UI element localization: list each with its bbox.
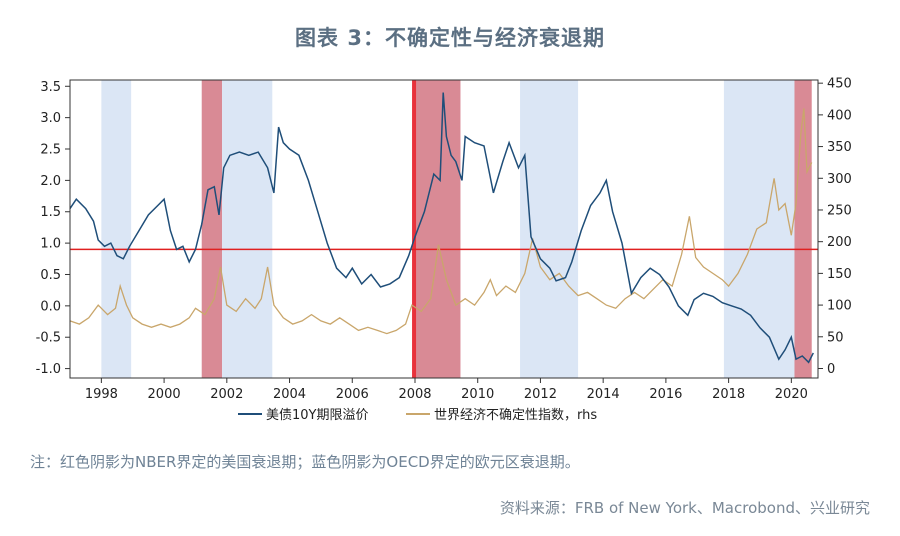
x-tick-label: 2002 bbox=[210, 387, 243, 402]
y-left-tick-label: 3.0 bbox=[40, 111, 61, 126]
x-tick-label: 2016 bbox=[649, 387, 682, 402]
x-tick-label: 2012 bbox=[524, 387, 557, 402]
x-tick-label: 2008 bbox=[398, 387, 431, 402]
footnote: 注：红色阴影为NBER界定的美国衰退期；蓝色阴影为OECD界定的欧元区衰退期。 bbox=[30, 453, 580, 471]
euro-recession-band-5 bbox=[723, 80, 795, 378]
y-right-axis-ticks: 0 50 100 150 200 250 300 350 400 450 bbox=[818, 77, 852, 377]
series-line-uncertainty bbox=[69, 108, 813, 335]
y-right-tick-label: 450 bbox=[827, 77, 852, 92]
y-right-tick-label: 300 bbox=[827, 172, 852, 187]
x-tick-label: 2004 bbox=[273, 387, 306, 402]
chart-title: 图表 3：不确定性与经济衰退期 bbox=[295, 26, 605, 50]
y-right-tick-label: 350 bbox=[827, 140, 852, 155]
series-line-term-premium bbox=[69, 92, 814, 364]
x-tick-label: 2020 bbox=[775, 387, 808, 402]
y-left-tick-label: 2.5 bbox=[40, 143, 61, 158]
y-right-tick-label: 400 bbox=[827, 108, 852, 123]
x-tick-label: 2000 bbox=[148, 387, 181, 402]
x-tick-label: 2006 bbox=[336, 387, 369, 402]
chart-canvas: 1998 2000 2002 2004 2006 2008 2010 2012 2014 2016… bbox=[36, 77, 852, 423]
euro-recession-band-4 bbox=[520, 80, 579, 378]
y-left-tick-label: 3.5 bbox=[40, 80, 61, 95]
x-tick-label: 2014 bbox=[587, 387, 620, 402]
y-left-tick-label: 1.5 bbox=[40, 205, 61, 220]
y-right-tick-label: 250 bbox=[827, 203, 852, 218]
euro-recession-band-0 bbox=[101, 80, 132, 378]
y-left-tick-label: 1.0 bbox=[40, 237, 61, 252]
y-right-tick-label: 50 bbox=[827, 330, 844, 345]
us-recession-band-3 bbox=[413, 80, 461, 378]
euro-recession-band-2 bbox=[222, 80, 273, 378]
y-left-tick-label: -1.0 bbox=[36, 362, 61, 377]
y-right-tick-label: 150 bbox=[827, 267, 852, 282]
x-tick-label: 1998 bbox=[85, 387, 118, 402]
legend-label-term-premium: 美债10Y期限溢价 bbox=[266, 408, 368, 423]
plot-frame bbox=[69, 79, 819, 379]
y-left-tick-label: -0.5 bbox=[36, 331, 61, 346]
recession-shading bbox=[101, 80, 812, 378]
x-axis-ticks: 1998 2000 2002 2004 2006 2008 2010 2012 2014 2016… bbox=[85, 378, 808, 402]
us-recession-band-6 bbox=[794, 80, 812, 378]
legend: 美债10Y期限溢价 世界经济不确定性指数，rhs bbox=[238, 408, 597, 423]
us-recession-band-1 bbox=[201, 80, 223, 378]
y-left-tick-label: 2.0 bbox=[40, 174, 61, 189]
y-right-tick-label: 0 bbox=[827, 362, 835, 377]
y-left-tick-label: 0.5 bbox=[40, 268, 61, 283]
y-right-tick-label: 100 bbox=[827, 299, 852, 314]
legend-label-uncertainty: 世界经济不确定性指数，rhs bbox=[434, 408, 597, 423]
x-tick-label: 2018 bbox=[712, 387, 745, 402]
y-left-axis-ticks: -1.0 -0.5 0.0 0.5 1.0 1.5 2.0 2.5 3.0 3.5 bbox=[36, 80, 70, 377]
y-right-tick-label: 200 bbox=[827, 235, 852, 250]
y-left-tick-label: 0.0 bbox=[40, 299, 61, 314]
source-note: 资料来源：FRB of New York、Macrobond、兴业研究 bbox=[499, 499, 870, 517]
x-tick-label: 2010 bbox=[461, 387, 494, 402]
